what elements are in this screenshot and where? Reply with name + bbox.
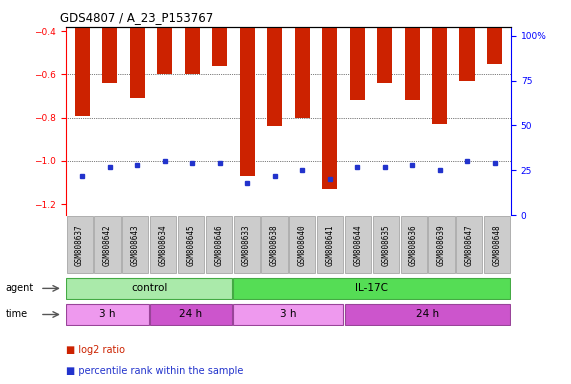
Text: GSM808648: GSM808648 (493, 224, 502, 266)
Text: 24 h: 24 h (179, 310, 203, 319)
Text: GSM808634: GSM808634 (159, 224, 168, 266)
Text: GSM808637: GSM808637 (75, 224, 84, 266)
Bar (66, 278, 232, 299)
Text: ■ log2 ratio: ■ log2 ratio (66, 345, 124, 355)
Bar (150, 304, 232, 325)
Text: GSM808642: GSM808642 (103, 224, 112, 266)
Bar (487, 0, 502, 64)
Text: GSM808644: GSM808644 (353, 224, 363, 266)
Bar (322, 0, 337, 189)
Bar (157, 0, 172, 74)
Bar (102, 0, 117, 83)
Bar (184, 0, 200, 74)
Text: GSM808640: GSM808640 (297, 224, 307, 266)
Text: GSM808635: GSM808635 (381, 224, 391, 266)
Text: control: control (131, 283, 167, 293)
Text: IL-17C: IL-17C (355, 283, 388, 293)
Text: time: time (6, 310, 28, 319)
Text: 3 h: 3 h (280, 310, 296, 319)
Bar (206, 216, 232, 273)
Bar (344, 304, 510, 325)
Bar (460, 0, 475, 81)
Text: GSM808641: GSM808641 (325, 224, 335, 266)
Bar (456, 216, 482, 273)
Text: GSM808633: GSM808633 (242, 224, 251, 266)
Bar (373, 216, 399, 273)
Text: GSM808647: GSM808647 (465, 224, 474, 266)
Bar (178, 216, 204, 273)
Bar (150, 216, 176, 273)
Bar (75, 0, 90, 116)
Bar (484, 216, 510, 273)
Bar (240, 0, 255, 176)
Bar (262, 216, 288, 273)
Bar (404, 0, 420, 100)
Bar (349, 0, 365, 100)
Bar (400, 216, 427, 273)
Bar (212, 0, 227, 66)
Bar (432, 0, 447, 124)
Text: agent: agent (6, 283, 34, 293)
Bar (66, 304, 148, 325)
Text: 3 h: 3 h (99, 310, 116, 319)
Bar (289, 216, 315, 273)
Bar (377, 0, 392, 83)
Text: GSM808636: GSM808636 (409, 224, 418, 266)
Text: GSM808643: GSM808643 (131, 224, 140, 266)
Bar (66, 216, 93, 273)
Bar (345, 216, 371, 273)
Text: GDS4807 / A_23_P153767: GDS4807 / A_23_P153767 (60, 12, 213, 25)
Bar (317, 216, 343, 273)
Text: ■ percentile rank within the sample: ■ percentile rank within the sample (66, 366, 243, 376)
Bar (130, 0, 144, 98)
Bar (295, 0, 309, 118)
Text: GSM808645: GSM808645 (186, 224, 195, 266)
Bar (233, 278, 510, 299)
Text: 24 h: 24 h (416, 310, 439, 319)
Bar (233, 304, 344, 325)
Bar (234, 216, 260, 273)
Bar (428, 216, 455, 273)
Text: GSM808638: GSM808638 (270, 224, 279, 266)
Bar (94, 216, 120, 273)
Text: GSM808646: GSM808646 (214, 224, 223, 266)
Bar (267, 0, 282, 126)
Bar (122, 216, 148, 273)
Text: GSM808639: GSM808639 (437, 224, 446, 266)
